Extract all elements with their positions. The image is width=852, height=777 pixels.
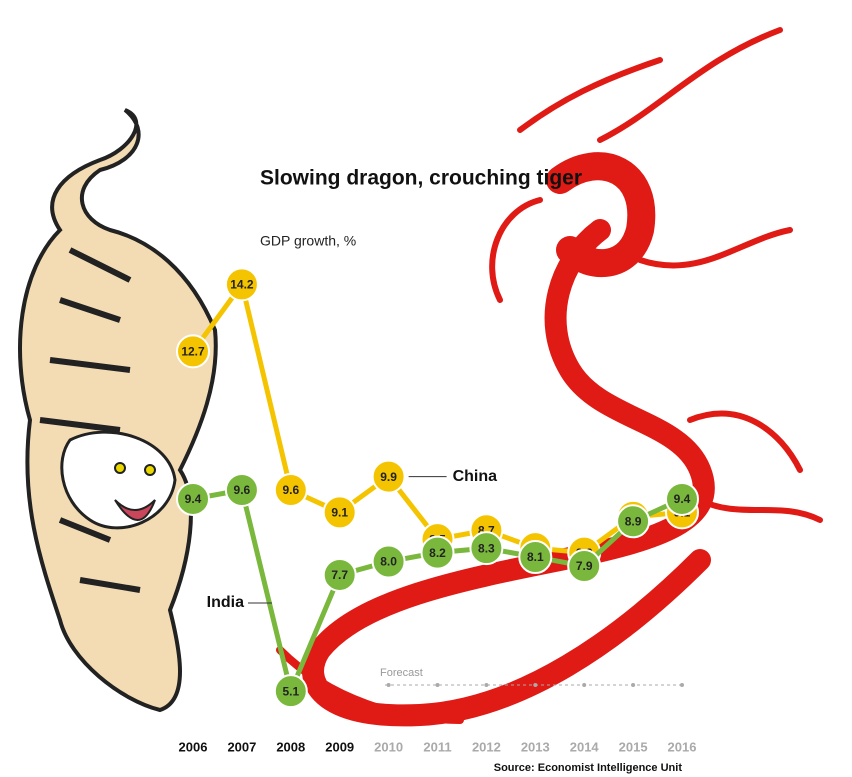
data-label: 8.2 — [429, 546, 446, 560]
data-point — [665, 481, 699, 516]
data-point — [224, 267, 259, 302]
x-tick-label: 2014 — [570, 739, 600, 754]
data-point — [273, 674, 308, 709]
forecast-label: Forecast — [380, 667, 423, 679]
data-label: 8.9 — [625, 514, 642, 528]
data-label: 8.3 — [478, 541, 495, 555]
x-tick-label: 2010 — [374, 739, 403, 754]
x-tick-label: 2015 — [619, 739, 648, 754]
data-point — [420, 535, 455, 570]
data-label: 9.6 — [234, 483, 251, 497]
data-point — [616, 504, 651, 539]
series-label: China — [453, 468, 498, 485]
data-label: 7.7 — [331, 568, 348, 582]
series-line — [190, 281, 683, 556]
source: Source: Economist Intelligence Unit — [494, 762, 683, 774]
data-point — [224, 473, 259, 507]
tiger-illustration — [18, 108, 218, 713]
x-tick-label: 2013 — [521, 739, 550, 754]
data-label: 7.9 — [576, 559, 593, 573]
data-point — [322, 495, 357, 530]
data-label: 9.6 — [282, 483, 299, 497]
x-tick-label: 2016 — [668, 739, 697, 754]
data-label: 9.4 — [674, 492, 691, 506]
forecast-dot — [533, 683, 538, 687]
data-point — [371, 459, 406, 494]
data-label: 8.1 — [527, 550, 544, 564]
data-point — [273, 473, 308, 507]
chart-subtitle: GDP growth, % — [260, 233, 356, 249]
data-label: 8.0 — [380, 555, 397, 569]
data-label: 9.9 — [380, 470, 397, 484]
data-point — [371, 544, 406, 579]
data-point — [176, 334, 210, 369]
forecast-dot — [631, 683, 636, 687]
data-point — [176, 481, 210, 516]
data-label: 9.4 — [185, 492, 202, 506]
chart-title: Slowing dragon, crouching tiger — [260, 167, 582, 190]
data-label: 9.1 — [331, 506, 348, 520]
forecast-dot — [484, 683, 489, 687]
data-point — [322, 557, 357, 592]
data-point — [469, 531, 504, 566]
dragon-illustration — [276, 27, 823, 727]
data-label: 14.2 — [230, 278, 254, 292]
forecast-dot — [435, 683, 440, 687]
x-tick-label: 2012 — [472, 739, 501, 754]
data-label: 12.7 — [181, 345, 205, 359]
x-tick-label: 2007 — [227, 739, 256, 754]
x-tick-label: 2009 — [325, 739, 354, 754]
data-point — [567, 549, 602, 583]
x-tick-label: 2008 — [276, 739, 305, 754]
forecast-dot — [386, 683, 391, 687]
data-point — [518, 540, 553, 575]
series-label: India — [207, 594, 244, 611]
x-tick-label: 2011 — [423, 739, 451, 754]
forecast-dot — [680, 683, 684, 687]
x-tick-label: 2006 — [179, 739, 208, 754]
forecast-dot — [582, 683, 587, 687]
data-label: 5.1 — [282, 684, 299, 698]
